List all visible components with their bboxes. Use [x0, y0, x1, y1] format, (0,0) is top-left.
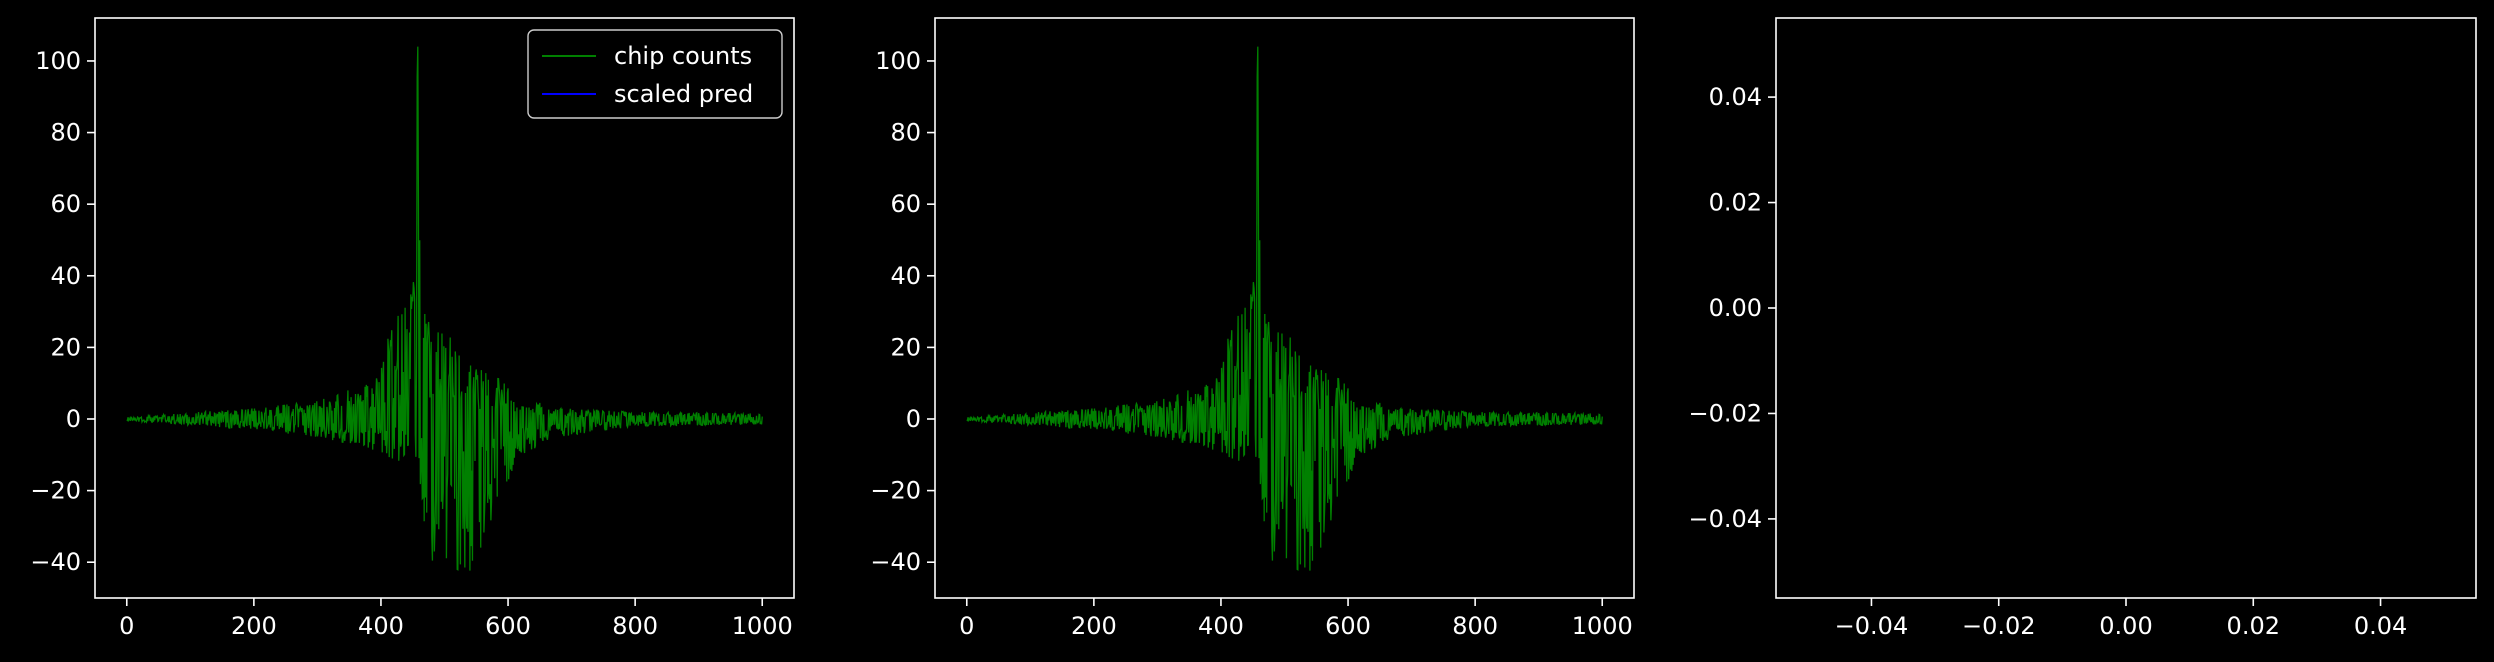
y-tick-label: 40: [50, 262, 81, 290]
series-line-1: [126, 46, 763, 571]
series-line-1: [966, 46, 1603, 571]
legend-label-2: scaled pred: [614, 80, 753, 108]
x-tick-label: 400: [1198, 612, 1244, 640]
y-tick-label: 40: [890, 262, 921, 290]
y-tick-label: 60: [50, 190, 81, 218]
y-tick-label: 100: [35, 47, 81, 75]
y-tick-label: 0: [906, 405, 921, 433]
legend: chip counts scaled pred: [527, 29, 783, 119]
x-tick-label: 200: [1071, 612, 1117, 640]
x-tick-label: 600: [1325, 612, 1371, 640]
x-tick-label: 1000: [1572, 612, 1633, 640]
x-tick-label: 0: [119, 612, 134, 640]
subplot-3: −0.04 −0.02 0.00 0.02 0.04 −0.04 −0.02 0.00 0.02…: [1688, 17, 2477, 640]
x-tick-label: 200: [231, 612, 277, 640]
y-tick-label: −20: [870, 477, 921, 505]
y-tick-label: −20: [30, 477, 81, 505]
x-tick-label: −0.02: [1962, 612, 2036, 640]
y-tick-label: 0.04: [1709, 83, 1762, 111]
x-tick-label: 0.04: [2354, 612, 2407, 640]
x-tick-label: 600: [485, 612, 531, 640]
y-tick-label: −0.04: [1688, 505, 1762, 533]
legend-box: [527, 29, 783, 119]
y-tick-label: 20: [50, 333, 81, 361]
axes-frame: [94, 17, 795, 599]
y-tick-label: 20: [890, 333, 921, 361]
subplot-2: 0 200 400 600 800 1000 −40 −20 0 20 40 60 80 100: [870, 17, 1635, 640]
y-tick-label: 0: [66, 405, 81, 433]
x-tick-label: 800: [612, 612, 658, 640]
legend-label-1: chip counts: [614, 42, 752, 70]
x-tick-label: 0.00: [2099, 612, 2152, 640]
axes-frame: [934, 17, 1635, 599]
y-tick-label: 80: [50, 119, 81, 147]
y-tick-label: −40: [30, 548, 81, 576]
x-tick-label: 400: [358, 612, 404, 640]
x-tick-label: 0.02: [2227, 612, 2280, 640]
x-tick-label: −0.04: [1835, 612, 1909, 640]
y-tick-label: 0.00: [1709, 294, 1762, 322]
x-tick-label: 800: [1452, 612, 1498, 640]
y-tick-label: 80: [890, 119, 921, 147]
y-tick-label: 60: [890, 190, 921, 218]
subplot-1: 0 200 400 600 800 1000 −40 −20 0 20 40 60 80 100 chip …: [30, 17, 795, 640]
x-tick-label: 0: [959, 612, 974, 640]
y-tick-label: −0.02: [1688, 399, 1762, 427]
y-tick-label: −40: [870, 548, 921, 576]
y-tick-label: 0.02: [1709, 189, 1762, 217]
y-tick-label: 100: [875, 47, 921, 75]
x-tick-label: 1000: [732, 612, 793, 640]
